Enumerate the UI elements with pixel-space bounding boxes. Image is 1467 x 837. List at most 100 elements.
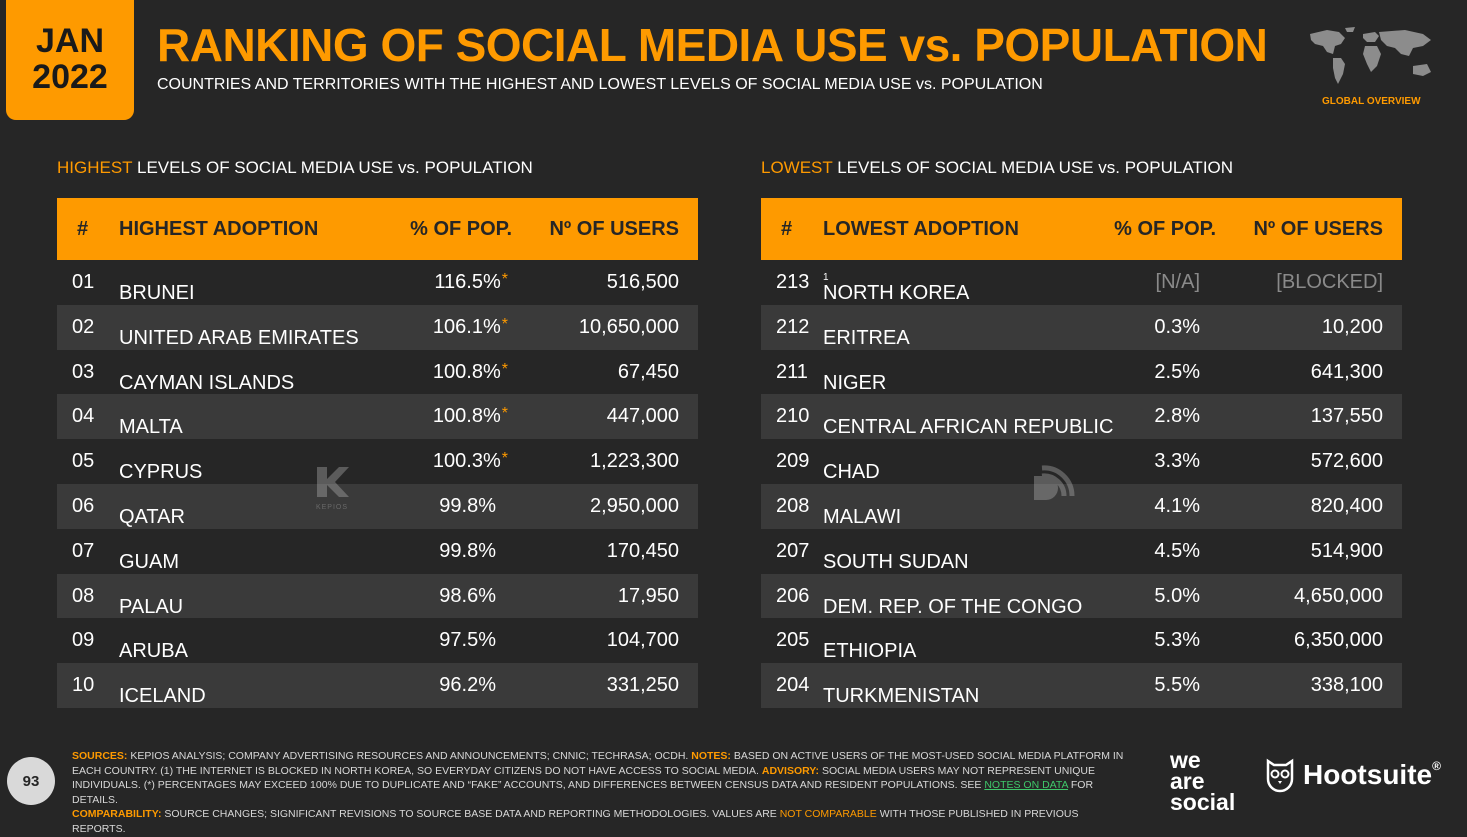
row-pct-asterisk: * [501,405,508,423]
header-users: Nº OF USERS [549,218,679,240]
row-users: 1,223,300 [590,450,679,473]
row-name-text: CAYMAN ISLANDS [119,371,295,394]
row-pct-asterisk: * [501,315,508,333]
row-users: 10,200 [1321,315,1383,338]
notes-text: BASED ON ACTIVE USERS OF THE MOST-USED S… [72,750,1124,777]
highest-table-header: # HIGHEST ADOPTION % OF POP. Nº OF USERS [57,198,698,260]
hootsuite-name: Hootsuite® [1303,759,1441,791]
row-pct-value: 4.1% [1154,494,1200,517]
row-name-text: GUAM [119,550,179,573]
row-name-text: PALAU [119,595,184,618]
row-name-text: MALTA [119,416,183,439]
row-users: 514,900 [1310,539,1383,562]
row-users: 6,350,000 [1294,629,1383,652]
row-pct: 3.3% [1154,450,1200,473]
row-pct: 5.5% [1154,674,1200,697]
row-users: 641,300 [1310,360,1383,383]
highest-section-label: HIGHEST LEVELS OF SOCIAL MEDIA USE vs. P… [57,158,533,178]
header-name: LOWEST ADOPTION [823,218,1019,240]
row-users: 338,100 [1310,674,1383,697]
row-users: 820,400 [1310,494,1383,517]
row-pct: 100.8%* [433,405,508,428]
row-rank: 208 [776,494,810,517]
row-rank: 02 [72,315,95,338]
row-pct: 96.2% [439,674,496,697]
row-rank: 210 [776,405,810,428]
table-row: 08 PALAU 98.6% 17,950 [57,573,698,619]
row-name-text: CYPRUS [119,461,203,484]
row-pct: 106.1%* [433,316,508,339]
row-pct: 5.0% [1154,585,1200,608]
table-row: 01 BRUNEI 116.5%* 516,500 [57,260,698,305]
row-pct: 4.5% [1154,540,1200,563]
table-row: 09 ARUBA 97.5% 104,700 [57,618,698,663]
row-users: 10,650,000 [578,315,679,338]
highest-label-highlight: HIGHEST [57,158,133,177]
world-map-icon [1310,27,1431,84]
row-footnote: 1 [823,272,829,283]
row-name-text: NORTH KOREA [823,282,970,304]
row-users: 67,450 [617,360,679,383]
row-pct-value: 2.5% [1154,360,1200,383]
header-users: Nº OF USERS [1253,218,1383,240]
row-rank: 211 [776,360,808,383]
table-row: 212 ERITREA 0.3% 10,200 [761,304,1402,350]
datareportal-logo-icon [1034,465,1075,500]
row-name-text: ICELAND [119,685,206,708]
lowest-section-label: LOWEST LEVELS OF SOCIAL MEDIA USE vs. PO… [761,158,1233,178]
row-rank: 212 [776,315,810,338]
table-row: 10 ICELAND 96.2% 331,250 [57,663,698,708]
row-pct: 99.8% [439,540,496,563]
row-name-text: MALAWI [823,505,902,528]
advisory-end-text: FOR DETAILS. [72,779,1094,806]
row-rank: 07 [72,539,95,562]
row-pct-value: 100.8% [432,360,501,383]
header-name: HIGHEST ADOPTION [119,218,319,240]
row-users: 17,950 [617,584,679,607]
table-row: 206 DEM. REP. OF THE CONGO 5.0% 4,650,000 [761,573,1402,619]
date-badge: JAN 2022 [6,0,134,120]
lowest-table: # LOWEST ADOPTION % OF POP. Nº OF USERS … [761,198,1402,708]
was-line-2: are [1170,768,1205,794]
notes-on-data-link[interactable]: NOTES ON DATA [984,779,1068,792]
row-name-text: BRUNEI [119,282,195,304]
row-name-text: SOUTH SUDAN [823,550,969,573]
row-name-text: ARUBA [119,640,188,663]
lowest-label-rest: LEVELS OF SOCIAL MEDIA USE vs. POPULATIO… [832,158,1234,177]
row-pct-value: 106.1% [432,315,501,338]
row-users: 447,000 [606,405,679,428]
row-name-text: QATAR [119,505,185,528]
advisory-text: SOCIAL MEDIA USERS MAY NOT REPRESENT UNI… [72,764,1096,792]
row-rank: 205 [776,629,810,652]
page-subtitle: COUNTRIES AND TERRITORIES WITH THE HIGHE… [157,76,1043,93]
row-rank: 213 [776,271,810,293]
was-line-1: we [1170,747,1201,773]
row-rank: 204 [776,674,810,697]
row-pct-value: 99.8% [439,539,496,562]
row-users: 4,650,000 [1294,584,1383,607]
row-name-text: CENTRAL AFRICAN REPUBLIC [823,416,1114,439]
row-pct-asterisk: * [501,271,508,288]
row-pct-value: 5.5% [1154,674,1200,697]
table-row: 211 NIGER 2.5% 641,300 [761,350,1402,395]
row-users: [BLOCKED] [1276,271,1383,293]
table-row: 03 CAYMAN ISLANDS 100.8%* 67,450 [57,350,698,395]
badge-month: JAN [35,22,105,60]
row-users: 104,700 [606,629,679,652]
row-pct-value: 4.5% [1154,539,1200,562]
row-pct-value: 2.8% [1154,405,1200,428]
row-pct-asterisk: * [501,360,508,378]
was-line-3: social [1170,789,1236,815]
table-row: 208 MALAWI 4.1% 820,400 [761,483,1402,529]
comparability-key: COMPARABILITY: [72,808,162,821]
row-users: 170,450 [606,539,679,562]
header-pct: % OF POP. [1114,218,1216,240]
row-pct: 98.6% [439,585,496,608]
not-comparable-text: NOT COMPARABLE [779,808,877,821]
row-rank: 03 [72,360,95,383]
row-name-text: TURKMENISTAN [823,685,980,708]
row-pct-value: 96.2% [439,674,496,697]
kepios-watermark: KEPIOS [313,465,351,511]
row-pct-value: 100.3% [432,450,501,473]
row-name: NORTH KOREA 1 [823,271,969,304]
